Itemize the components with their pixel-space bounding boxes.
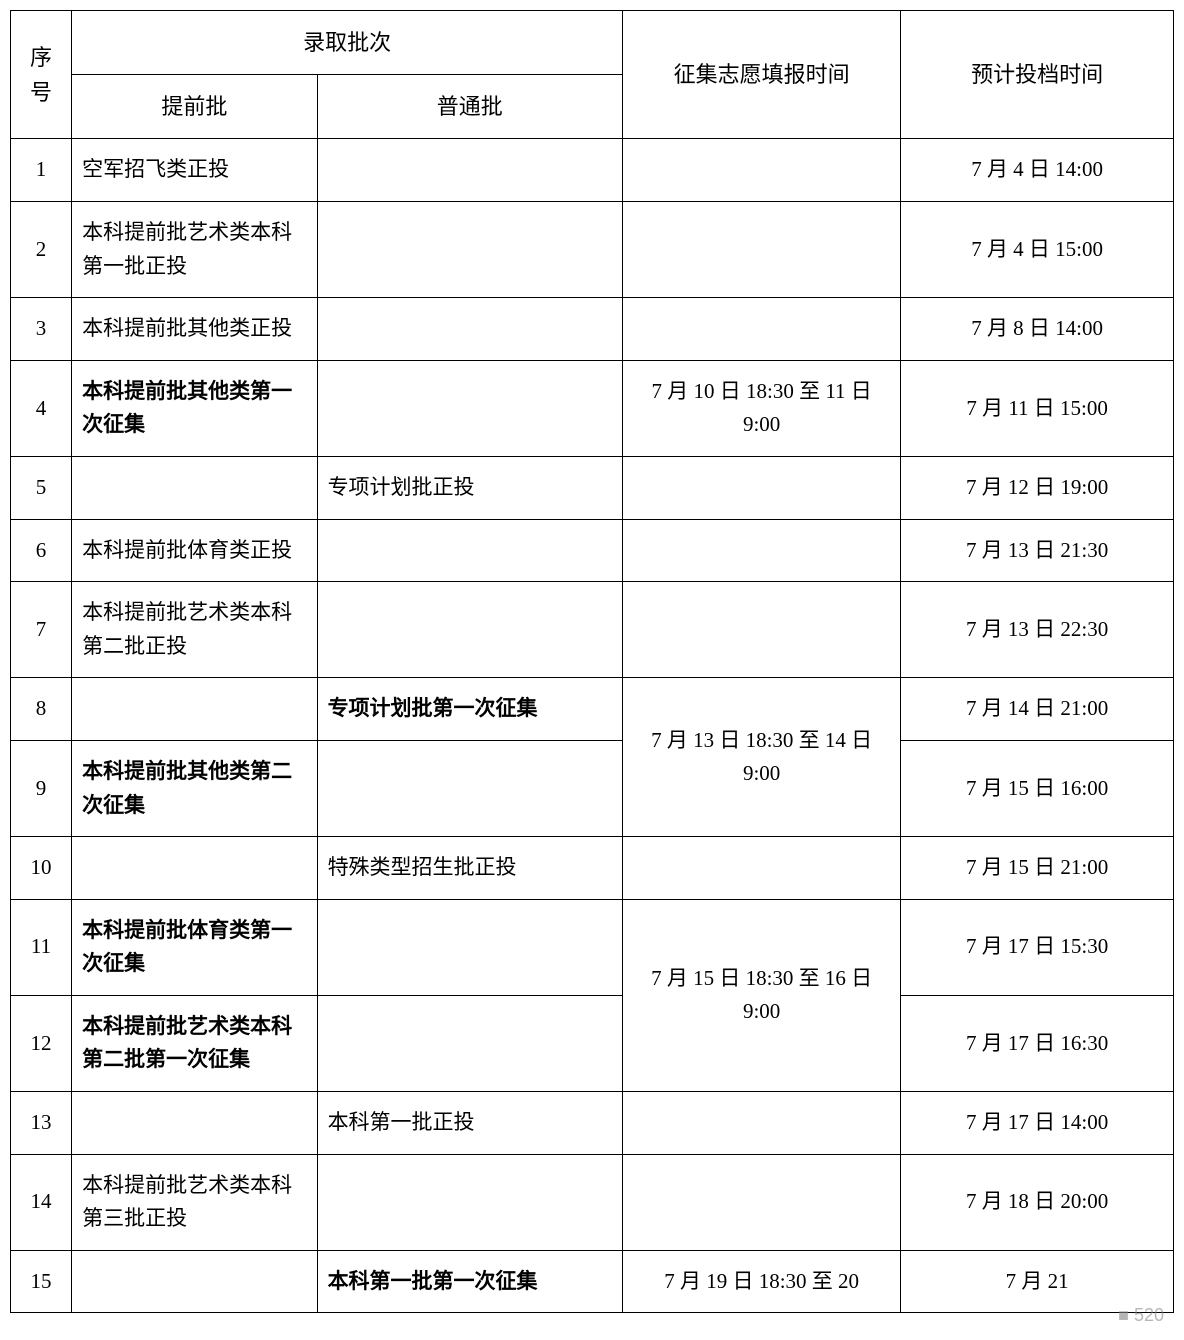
cell-general xyxy=(317,740,622,836)
header-plan-time: 预计投档时间 xyxy=(901,11,1174,139)
cell-general xyxy=(317,582,622,678)
header-batch: 录取批次 xyxy=(72,11,623,75)
cell-collect-time xyxy=(623,1092,901,1155)
cell-pre xyxy=(72,1250,317,1313)
cell-general xyxy=(317,995,622,1091)
cell-general: 本科第一批第一次征集 xyxy=(317,1250,622,1313)
cell-collect-time xyxy=(623,1154,901,1250)
cell-general xyxy=(317,519,622,582)
table-row: 13 本科第一批正投 7 月 17 日 14:00 xyxy=(11,1092,1174,1155)
cell-collect-time xyxy=(623,298,901,361)
cell-seq: 4 xyxy=(11,360,72,456)
cell-plan-time: 7 月 4 日 14:00 xyxy=(901,139,1174,202)
cell-seq: 5 xyxy=(11,456,72,519)
cell-pre: 本科提前批其他类第一次征集 xyxy=(72,360,317,456)
cell-plan-time: 7 月 13 日 22:30 xyxy=(901,582,1174,678)
table-row: 5 专项计划批正投 7 月 12 日 19:00 xyxy=(11,456,1174,519)
cell-general xyxy=(317,139,622,202)
cell-seq: 9 xyxy=(11,740,72,836)
cell-pre: 本科提前批艺术类本科第二批第一次征集 xyxy=(72,995,317,1091)
cell-seq: 14 xyxy=(11,1154,72,1250)
cell-general xyxy=(317,899,622,995)
table-header: 序号 录取批次 征集志愿填报时间 预计投档时间 提前批 普通批 xyxy=(11,11,1174,139)
cell-pre: 空军招飞类正投 xyxy=(72,139,317,202)
cell-plan-time: 7 月 14 日 21:00 xyxy=(901,678,1174,741)
cell-collect-time xyxy=(623,582,901,678)
header-seq: 序号 xyxy=(11,11,72,139)
cell-collect-time xyxy=(623,519,901,582)
schedule-table: 序号 录取批次 征集志愿填报时间 预计投档时间 提前批 普通批 1空军招飞类正投… xyxy=(10,10,1174,1313)
cell-plan-time: 7 月 4 日 15:00 xyxy=(901,201,1174,297)
cell-pre: 本科提前批艺术类本科第二批正投 xyxy=(72,582,317,678)
cell-seq: 11 xyxy=(11,899,72,995)
cell-general xyxy=(317,201,622,297)
table-row: 14本科提前批艺术类本科第三批正投 7 月 18 日 20:00 xyxy=(11,1154,1174,1250)
cell-pre xyxy=(72,456,317,519)
table-row: 12本科提前批艺术类本科第二批第一次征集 7 月 17 日 16:30 xyxy=(11,995,1174,1091)
cell-general xyxy=(317,1154,622,1250)
cell-pre xyxy=(72,1092,317,1155)
cell-seq: 7 xyxy=(11,582,72,678)
cell-seq: 13 xyxy=(11,1092,72,1155)
cell-plan-time: 7 月 18 日 20:00 xyxy=(901,1154,1174,1250)
cell-seq: 15 xyxy=(11,1250,72,1313)
cell-seq: 6 xyxy=(11,519,72,582)
cell-pre: 本科提前批体育类正投 xyxy=(72,519,317,582)
cell-collect-time: 7 月 15 日 18:30 至 16 日 9:00 xyxy=(623,899,901,1091)
table-row: 2本科提前批艺术类本科第一批正投 7 月 4 日 15:00 xyxy=(11,201,1174,297)
cell-plan-time: 7 月 17 日 15:30 xyxy=(901,899,1174,995)
cell-seq: 3 xyxy=(11,298,72,361)
cell-plan-time: 7 月 15 日 16:00 xyxy=(901,740,1174,836)
cell-plan-time: 7 月 17 日 14:00 xyxy=(901,1092,1174,1155)
header-pre: 提前批 xyxy=(72,75,317,139)
cell-collect-time: 7 月 13 日 18:30 至 14 日 9:00 xyxy=(623,678,901,837)
table-row: 15 本科第一批第一次征集7 月 19 日 18:30 至 207 月 21 xyxy=(11,1250,1174,1313)
cell-collect-time xyxy=(623,139,901,202)
cell-pre: 本科提前批艺术类本科第一批正投 xyxy=(72,201,317,297)
cell-seq: 12 xyxy=(11,995,72,1091)
header-general: 普通批 xyxy=(317,75,622,139)
cell-general: 专项计划批第一次征集 xyxy=(317,678,622,741)
cell-collect-time xyxy=(623,837,901,900)
cell-plan-time: 7 月 8 日 14:00 xyxy=(901,298,1174,361)
cell-general: 专项计划批正投 xyxy=(317,456,622,519)
cell-pre: 本科提前批艺术类本科第三批正投 xyxy=(72,1154,317,1250)
cell-seq: 10 xyxy=(11,837,72,900)
table-row: 11本科提前批体育类第一次征集7 月 15 日 18:30 至 16 日 9:0… xyxy=(11,899,1174,995)
table-row: 7本科提前批艺术类本科第二批正投 7 月 13 日 22:30 xyxy=(11,582,1174,678)
cell-plan-time: 7 月 15 日 21:00 xyxy=(901,837,1174,900)
cell-pre: 本科提前批其他类正投 xyxy=(72,298,317,361)
cell-collect-time xyxy=(623,201,901,297)
cell-pre: 本科提前批其他类第二次征集 xyxy=(72,740,317,836)
cell-general xyxy=(317,298,622,361)
cell-general: 特殊类型招生批正投 xyxy=(317,837,622,900)
watermark: ■ 520 xyxy=(1118,1305,1164,1326)
cell-pre: 本科提前批体育类第一次征集 xyxy=(72,899,317,995)
cell-plan-time: 7 月 13 日 21:30 xyxy=(901,519,1174,582)
cell-plan-time: 7 月 17 日 16:30 xyxy=(901,995,1174,1091)
cell-seq: 2 xyxy=(11,201,72,297)
cell-plan-time: 7 月 11 日 15:00 xyxy=(901,360,1174,456)
cell-plan-time: 7 月 12 日 19:00 xyxy=(901,456,1174,519)
cell-seq: 1 xyxy=(11,139,72,202)
table-row: 10 特殊类型招生批正投 7 月 15 日 21:00 xyxy=(11,837,1174,900)
cell-seq: 8 xyxy=(11,678,72,741)
cell-collect-time: 7 月 19 日 18:30 至 20 xyxy=(623,1250,901,1313)
cell-general: 本科第一批正投 xyxy=(317,1092,622,1155)
cell-pre xyxy=(72,678,317,741)
cell-plan-time: 7 月 21 xyxy=(901,1250,1174,1313)
cell-collect-time: 7 月 10 日 18:30 至 11 日 9:00 xyxy=(623,360,901,456)
table-row: 4本科提前批其他类第一次征集 7 月 10 日 18:30 至 11 日 9:00… xyxy=(11,360,1174,456)
cell-general xyxy=(317,360,622,456)
cell-pre xyxy=(72,837,317,900)
table-body: 1空军招飞类正投 7 月 4 日 14:00 2本科提前批艺术类本科第一批正投 7 月… xyxy=(11,139,1174,1313)
table-row: 9本科提前批其他类第二次征集 7 月 15 日 16:00 xyxy=(11,740,1174,836)
header-collect-time: 征集志愿填报时间 xyxy=(623,11,901,139)
table-row: 1空军招飞类正投 7 月 4 日 14:00 xyxy=(11,139,1174,202)
table-row: 3本科提前批其他类正投 7 月 8 日 14:00 xyxy=(11,298,1174,361)
table-row: 6本科提前批体育类正投 7 月 13 日 21:30 xyxy=(11,519,1174,582)
table-row: 8专项计划批第一次征集7 月 13 日 18:30 至 14 日 9:007 月… xyxy=(11,678,1174,741)
cell-collect-time xyxy=(623,456,901,519)
